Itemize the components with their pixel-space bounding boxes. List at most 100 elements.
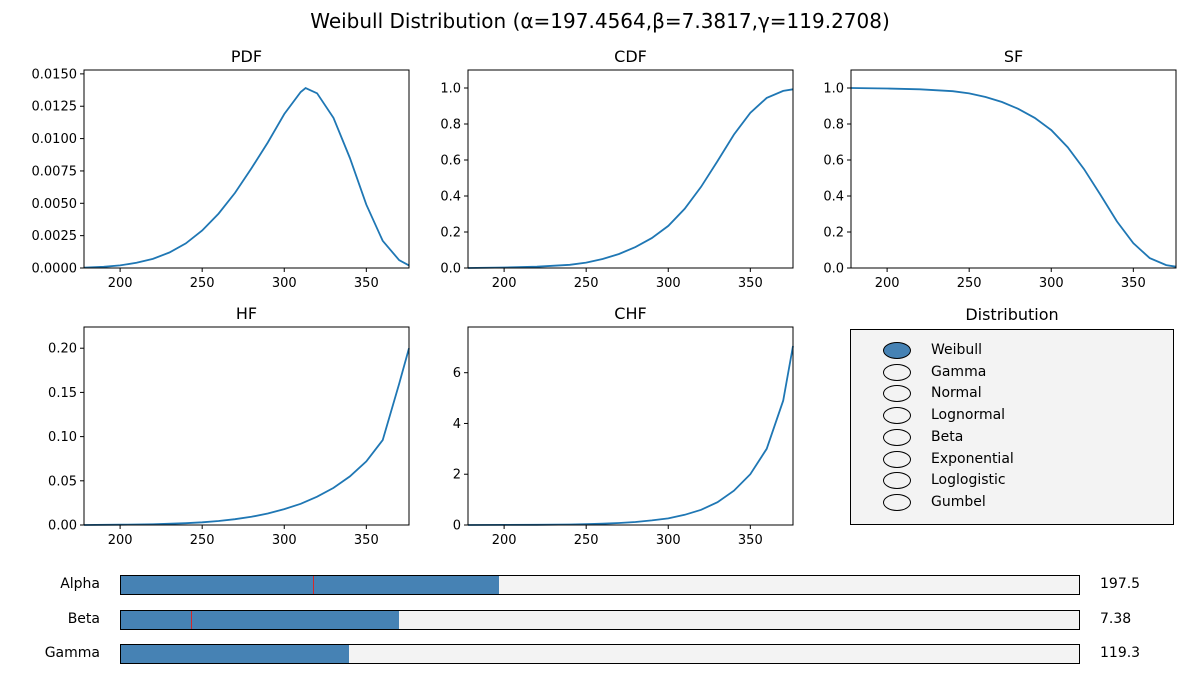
plot-title: SF: [1004, 47, 1023, 66]
y-tick-label: 0.00: [48, 519, 77, 534]
y-tick-label: 0.0125: [32, 100, 78, 115]
x-tick-label: 200: [108, 533, 133, 548]
alpha-initial-value-marker: [312, 576, 315, 594]
beta-slider-value: 7.38: [1100, 611, 1132, 627]
radio-option-label: Gumbel: [931, 493, 986, 510]
plot-frame: [83, 326, 410, 526]
plot-frame: [467, 69, 794, 269]
x-tick-label: 250: [190, 533, 215, 548]
radio-option-label: Normal: [931, 385, 982, 402]
y-tick-label: 4: [453, 417, 461, 432]
y-tick-label: 0.6: [823, 154, 844, 169]
radio-option-label: Beta: [931, 428, 964, 445]
radio-option-label: Weibull: [931, 342, 983, 358]
plot-sf: SF 200 250 300 350 0.0 0.2 0.4 0.6 0.8 1.0: [823, 47, 1177, 291]
x-tick-label: 200: [875, 276, 900, 291]
radio-option-label: Gamma: [931, 363, 987, 380]
x-tick-label: 250: [957, 276, 982, 291]
y-tick-label: 0.0: [440, 262, 461, 277]
series-line: [83, 347, 410, 526]
radio-option-label: Lognormal: [931, 407, 1006, 424]
y-tick-label: 0.15: [48, 386, 77, 401]
y-tick-label: 0.0000: [32, 262, 78, 277]
x-tick-label: 350: [738, 276, 763, 291]
plot-chf: CHF 200 250 300 350 0 2 4 6: [453, 304, 794, 548]
radio-circle-icon[interactable]: [883, 493, 911, 511]
alpha-slider-label: Alpha: [60, 576, 100, 592]
x-tick-label: 200: [108, 276, 133, 291]
radio-circle-icon[interactable]: [883, 428, 911, 446]
beta-slider-fill[interactable]: [121, 611, 399, 629]
series-line: [467, 88, 794, 269]
x-tick-label: 300: [272, 276, 297, 291]
plot-pdf: PDF 200 250 300 350 0.0000 0.0025 0.0050 0.0075 0…: [32, 47, 410, 291]
distribution-title: Distribution: [965, 305, 1059, 324]
gamma-slider[interactable]: [120, 644, 1080, 664]
plot-title: CHF: [614, 304, 646, 323]
y-tick-label: 0: [453, 519, 461, 534]
distribution-radio-panel: Weibull Gamma Normal Lognormal Beta Exponenti…: [850, 329, 1174, 525]
plot-frame: [850, 69, 1177, 269]
y-tick-label: 0.05: [48, 474, 77, 489]
x-tick-label: 250: [574, 276, 599, 291]
x-tick-label: 350: [738, 533, 763, 548]
y-tick-label: 0.8: [823, 118, 844, 133]
plot-title: CDF: [614, 47, 647, 66]
y-tick-label: 2: [453, 468, 461, 483]
y-tick-label: 0.4: [440, 190, 461, 205]
radio-option-label: Exponential: [931, 450, 1014, 467]
x-tick-label: 350: [1121, 276, 1146, 291]
plot-frame: [83, 69, 410, 269]
plot-title: HF: [236, 304, 257, 323]
radio-circle-icon[interactable]: [883, 450, 911, 468]
beta-slider-label: Beta: [67, 611, 100, 627]
x-tick-label: 350: [354, 276, 379, 291]
y-tick-label: 0.0100: [32, 132, 78, 147]
x-tick-label: 200: [492, 276, 517, 291]
plot-frame: [467, 326, 794, 526]
radio-circle-icon[interactable]: [883, 407, 911, 425]
x-tick-label: 300: [272, 533, 297, 548]
gamma-slider-label: Gamma: [44, 645, 100, 661]
x-tick-label: 300: [1039, 276, 1064, 291]
y-tick-label: 1.0: [440, 82, 461, 97]
y-tick-label: 1.0: [823, 82, 844, 97]
radio-option-label: Loglogistic: [931, 472, 1006, 489]
gamma-slider-value: 119.3: [1100, 645, 1141, 661]
y-tick-label: 0.8: [440, 118, 461, 133]
radio-circle-icon[interactable]: [883, 472, 911, 490]
x-tick-label: 350: [354, 533, 379, 548]
series-line: [83, 87, 410, 269]
y-tick-label: 0.0: [823, 262, 844, 277]
gamma-slider-fill[interactable]: [121, 645, 349, 663]
radio-circle-icon[interactable]: [883, 363, 911, 381]
x-tick-label: 250: [574, 533, 599, 548]
radio-circle-icon[interactable]: [883, 342, 911, 359]
series-line: [467, 345, 794, 526]
y-tick-label: 0.20: [48, 342, 77, 357]
y-tick-label: 0.2: [440, 226, 461, 241]
y-tick-label: 0.0075: [32, 164, 78, 179]
x-tick-label: 250: [190, 276, 215, 291]
y-tick-label: 0.0025: [32, 229, 78, 244]
alpha-slider-value: 197.5: [1100, 576, 1141, 592]
y-tick-label: 6: [453, 366, 461, 381]
beta-initial-value-marker: [190, 611, 193, 629]
x-tick-label: 300: [656, 533, 681, 548]
plot-hf: HF 200 250 300 350 0.00 0.05 0.10 0.15 0.20: [48, 304, 410, 548]
beta-slider[interactable]: [120, 610, 1080, 630]
series-line: [850, 87, 1177, 268]
y-tick-label: 0.0050: [32, 197, 78, 212]
plot-cdf: CDF 200 250 300 350 0.0 0.2 0.4 0.6 0.8 1.0: [440, 47, 794, 291]
x-tick-label: 300: [656, 276, 681, 291]
plot-title: PDF: [231, 47, 262, 66]
alpha-slider-fill[interactable]: [121, 576, 500, 594]
figure-title: Weibull Distribution (α=197.4564,β=7.381…: [310, 9, 890, 33]
y-tick-label: 0.4: [823, 190, 844, 205]
radio-circle-icon[interactable]: [883, 385, 911, 403]
y-tick-label: 0.2: [823, 226, 844, 241]
alpha-slider[interactable]: [120, 575, 1080, 595]
x-tick-label: 200: [492, 533, 517, 548]
y-tick-label: 0.6: [440, 154, 461, 169]
